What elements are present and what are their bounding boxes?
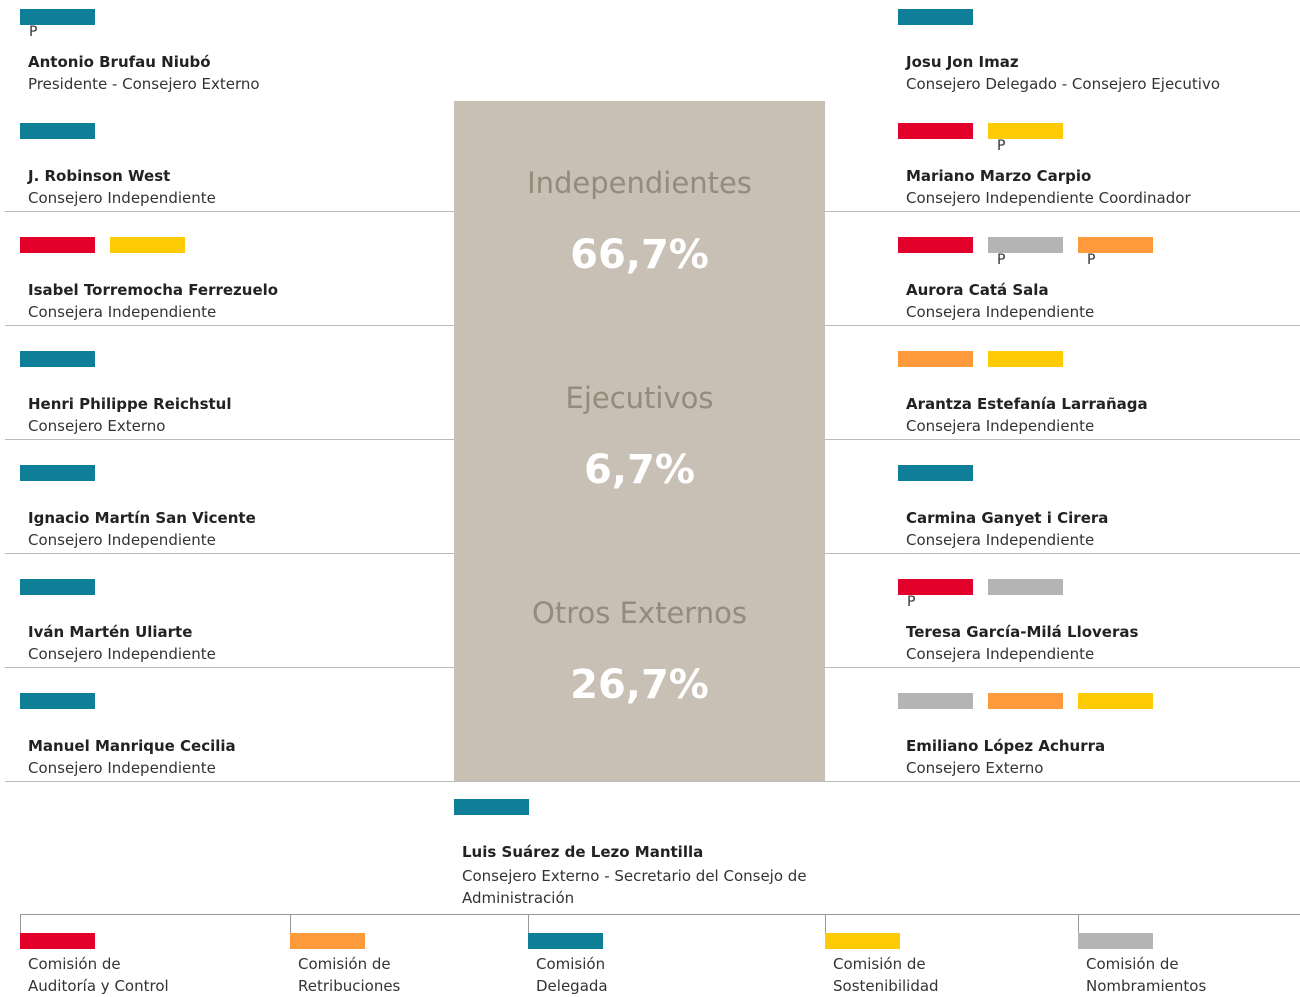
committee-badge [20, 9, 95, 25]
legend-label: Comisión de [833, 955, 926, 973]
committee-badge [20, 123, 95, 139]
member-role: Consejero Externo - Secretario del Conse… [462, 867, 807, 907]
committee-badge [898, 465, 973, 481]
legend-swatch [825, 933, 900, 949]
member-role: Consejero Externo [28, 417, 166, 435]
member-role: Consejero Independiente Coordinador [906, 189, 1191, 207]
separator [5, 325, 454, 326]
legend-label: Comisión de [28, 955, 121, 973]
member-name: Teresa García-Milá Lloveras [906, 623, 1139, 641]
legend-tick [528, 914, 529, 933]
committee-badge [988, 693, 1063, 709]
member-name: J. Robinson West [28, 167, 171, 185]
legend-label: Comisión [536, 955, 606, 973]
member-role: Consejero Externo [906, 759, 1044, 777]
category-label: Otros Externos [532, 596, 747, 630]
chair-mark: P [907, 594, 916, 610]
committee-badge [898, 693, 973, 709]
committee-badge [110, 237, 185, 253]
legend-tick [1078, 914, 1079, 933]
committee-badge [1078, 237, 1153, 253]
committee-badge [988, 351, 1063, 367]
legend-label: Comisión de [298, 955, 391, 973]
chair-mark: P [1087, 252, 1096, 268]
separator [20, 781, 1300, 782]
separator [5, 211, 454, 212]
category-label: Independientes [527, 166, 752, 200]
member-name: Henri Philippe Reichstul [28, 395, 232, 413]
committee-badge [20, 351, 95, 367]
member-role: Consejera Independiente [906, 645, 1095, 663]
member-name: Isabel Torremocha Ferrezuelo [28, 281, 279, 299]
committee-badge [898, 351, 973, 367]
committee-badge [898, 123, 973, 139]
committee-badge [20, 237, 95, 253]
separator [5, 667, 454, 668]
member-name: Antonio Brufau Niubó [28, 53, 211, 71]
legend-label: Auditoría y Control [28, 977, 169, 995]
separator [825, 325, 1300, 326]
committee-badge [20, 693, 95, 709]
member-role: Presidente - Consejero Externo [28, 75, 260, 93]
member-role: Consejera Independiente [906, 417, 1095, 435]
member-name: Mariano Marzo Carpio [906, 167, 1092, 185]
member-name: Ignacio Martín San Vicente [28, 509, 256, 527]
member-name: Emiliano López Achurra [906, 737, 1106, 755]
member-role: Consejero Independiente [28, 759, 216, 777]
committee-badge [898, 237, 973, 253]
member-role: Consejera Independiente [906, 531, 1095, 549]
member-name: Luis Suárez de Lezo Mantilla [462, 843, 704, 861]
member-name: Josu Jon Imaz [906, 53, 1019, 71]
committee-badge [454, 799, 529, 815]
composition-box [454, 101, 825, 781]
member-role: Consejero Independiente [28, 531, 216, 549]
legend-tick [290, 914, 291, 933]
separator [825, 211, 1300, 212]
legend-tick [825, 914, 826, 933]
legend-swatch [20, 933, 95, 949]
category-percent: 6,7% [584, 447, 695, 493]
legend-label: Delegada [536, 977, 608, 995]
committee-badge [988, 579, 1063, 595]
committee-badge [988, 123, 1063, 139]
committee-badge [1078, 693, 1153, 709]
member-role: Consejero Delegado - Consejero Ejecutivo [906, 75, 1221, 93]
legend-rule [20, 914, 1300, 915]
legend-tick [20, 914, 21, 933]
member-name: Arantza Estefanía Larrañaga [906, 395, 1148, 413]
chair-mark: P [997, 252, 1006, 268]
legend-label: Retribuciones [298, 977, 401, 995]
legend-swatch [1078, 933, 1153, 949]
separator [5, 439, 454, 440]
category-label: Ejecutivos [565, 381, 714, 415]
committee-badge [898, 579, 973, 595]
category-percent: 26,7% [570, 662, 709, 708]
committee-badge [988, 237, 1063, 253]
chair-mark: P [29, 24, 38, 40]
member-role: Consejera Independiente [906, 303, 1095, 321]
member-name: Manuel Manrique Cecilia [28, 737, 236, 755]
member-name: Aurora Catá Sala [906, 281, 1049, 299]
member-name: Carmina Ganyet i Cirera [906, 509, 1109, 527]
separator [825, 553, 1300, 554]
category-percent: 66,7% [570, 232, 709, 278]
committee-badge [20, 465, 95, 481]
legend-label: Sostenibilidad [833, 977, 939, 995]
separator [5, 553, 454, 554]
separator [825, 439, 1300, 440]
member-role: Consejero Independiente [28, 189, 216, 207]
committee-badge [898, 9, 973, 25]
legend-swatch [290, 933, 365, 949]
member-role: Consejera Independiente [28, 303, 217, 321]
chair-mark: P [997, 138, 1006, 154]
separator [825, 667, 1300, 668]
legend-swatch [528, 933, 603, 949]
committee-badge [20, 579, 95, 595]
legend-label: Comisión de [1086, 955, 1179, 973]
legend-label: Nombramientos [1086, 977, 1207, 995]
member-name: Iván Martén Uliarte [28, 623, 193, 641]
member-role: Consejero Independiente [28, 645, 216, 663]
